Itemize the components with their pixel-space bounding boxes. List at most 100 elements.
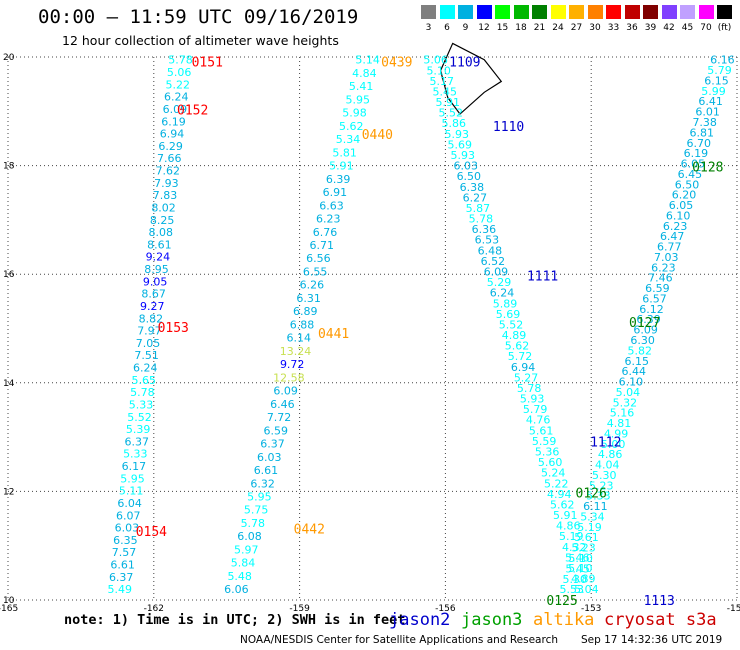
color-swatch: [624, 5, 640, 19]
chart-title: 00:00 – 11:59 UTC 09/16/2019: [38, 6, 359, 28]
wave-height-point: 7.03: [654, 251, 679, 264]
wave-height-point: 5.60: [538, 456, 563, 469]
color-scale-label: 70: [700, 23, 712, 33]
wave-height-point: 6.41: [698, 95, 723, 108]
pass-label: 1112: [590, 435, 621, 450]
color-swatch: [458, 5, 473, 19]
wave-height-point: 5.33: [123, 448, 148, 461]
wave-height-point: 5.62: [550, 498, 575, 511]
wave-height-point: 5.19: [577, 521, 602, 534]
color-scale-label: (ft): [717, 23, 732, 33]
wave-height-point: 6.05: [681, 158, 706, 171]
wave-height-point: 4.86: [598, 448, 623, 461]
wave-height-point: 4.89: [571, 573, 596, 586]
wave-height-point: 6.07: [116, 509, 141, 522]
pass-label: 0126: [576, 486, 607, 501]
wave-height-point: 9.27: [140, 300, 165, 313]
wave-height-point: 5.32: [613, 396, 638, 409]
wave-height-point: 5.79: [523, 403, 548, 416]
wave-height-point: 6.23: [663, 220, 688, 233]
pass-label: 0442: [294, 522, 325, 537]
wave-height-point: 5.91: [435, 96, 460, 109]
pass-label: 0127: [629, 316, 660, 331]
wave-height-point: 6.46: [270, 398, 295, 411]
color-swatch: [587, 5, 603, 19]
wave-height-point: 5.69: [448, 138, 473, 151]
wave-height-point: 5.30: [592, 469, 617, 482]
x-tick-label: -156: [435, 604, 456, 614]
color-swatch: [476, 5, 492, 19]
wave-height-point: 4.32: [562, 541, 587, 554]
y-tick-label: 14: [3, 379, 15, 389]
wave-height-point: 6.17: [122, 460, 147, 473]
wave-height-point: 6.70: [687, 137, 712, 150]
wave-height-point: 5.93: [445, 128, 470, 141]
wave-height-point: 5.78: [517, 382, 542, 395]
wave-height-point: 6.30: [630, 334, 655, 347]
color-scale-label: 39: [644, 23, 657, 33]
wave-height-point: 6.15: [704, 74, 729, 87]
wave-height-point: 5.10: [568, 552, 593, 565]
wave-height-point: 6.89: [293, 305, 318, 318]
color-scale-label: 18: [515, 23, 527, 33]
color-swatch: [439, 5, 455, 19]
wave-height-point: 5.52: [438, 107, 463, 120]
wave-height-point: 7.93: [154, 177, 179, 190]
wave-height-point: 6.71: [309, 239, 334, 252]
wave-height-point: 5.16: [610, 407, 635, 420]
wave-height-point: 6.32: [250, 477, 275, 490]
wave-height-point: 5.49: [108, 583, 133, 596]
pass-label: 0440: [362, 128, 393, 143]
wave-height-point: 6.47: [660, 230, 685, 243]
pass-label: 0154: [136, 525, 167, 540]
wave-height-point: 7.72: [267, 411, 292, 424]
wave-height-point: 6.91: [323, 186, 348, 199]
wave-height-point: 5.78: [168, 54, 193, 67]
wave-height-point: 6.09: [633, 324, 658, 337]
wave-height-point: 13.24: [280, 345, 312, 358]
wave-height-point: 5.79: [707, 64, 732, 77]
wave-height-point: 6.03: [454, 160, 479, 173]
wave-height-point: 6.53: [475, 234, 500, 247]
generation-timestamp: Sep 17 14:32:36 UTC 2019: [581, 634, 723, 646]
wave-height-point: 7.62: [156, 165, 181, 178]
satellite-legend-item: jason3: [461, 610, 523, 630]
wave-height-point: 6.14: [286, 332, 311, 345]
pass-labels: 0151 0152 0153 0154 0439 0440 0441 0442 1109 1110…: [136, 55, 724, 609]
wave-height-point: 5.82: [627, 344, 652, 357]
wave-height-point: 6.03: [257, 451, 282, 464]
wave-height-point: 6.12: [639, 303, 664, 316]
y-tick-label: 16: [3, 270, 15, 280]
wave-height-point: 6.24: [164, 91, 189, 104]
color-swatch: [421, 5, 436, 19]
color-swatch: [606, 5, 621, 19]
y-tick-label: 12: [3, 487, 14, 497]
wave-height-point: 6.88: [290, 318, 315, 331]
wave-height-point: 6.19: [161, 115, 186, 128]
pass-label: 0151: [192, 55, 223, 70]
wave-height-point: 6.39: [326, 173, 351, 186]
wave-height-point: 5.04: [616, 386, 641, 399]
wave-height-point: 5.87: [466, 202, 491, 215]
wave-height-point: 7.51: [134, 349, 159, 362]
wave-height-point: 8.02: [151, 201, 176, 214]
wave-height-point: 6.76: [313, 226, 338, 239]
wave-height-point: 7.97: [137, 325, 162, 338]
wave-height-point: 5.29: [487, 276, 512, 289]
wave-height-point: 6.37: [124, 435, 149, 448]
satellite-legend-item: altika: [533, 610, 595, 630]
wave-height-point: 6.09: [273, 385, 298, 398]
wave-height-point: 9.24: [146, 251, 171, 264]
wave-height-point: 6.23: [316, 213, 341, 226]
satellite-legend-item: jason2: [389, 610, 451, 630]
wave-height-point: 6.31: [296, 292, 321, 305]
wave-height-point: 5.95: [346, 93, 371, 106]
wave-height-point: 7.83: [153, 189, 178, 202]
wave-height-point: 6.06: [224, 583, 249, 596]
wave-height-point: 7.05: [136, 337, 161, 350]
wave-height-point: 6.48: [478, 244, 503, 257]
wave-height-point: 5.78: [130, 386, 155, 399]
wave-height-point: 5.62: [505, 340, 530, 353]
wave-height-point: 4.81: [607, 417, 632, 430]
